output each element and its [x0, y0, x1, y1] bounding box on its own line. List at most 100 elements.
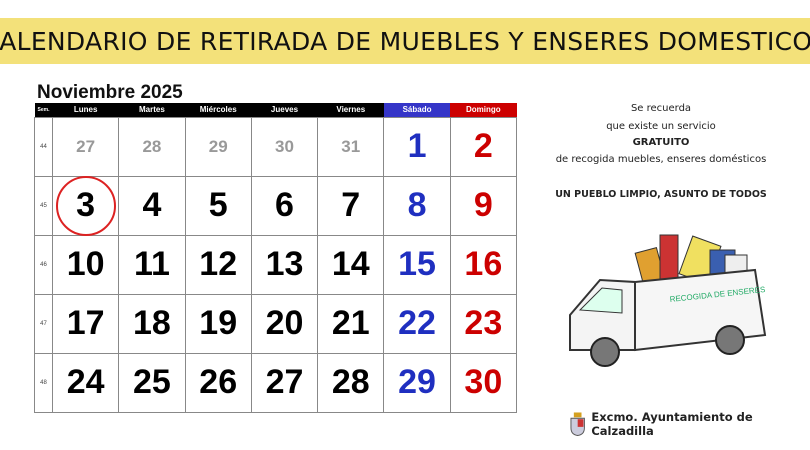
date-number: 28	[331, 363, 370, 401]
date-cell: 19	[184, 293, 252, 354]
date-number: 15	[398, 245, 436, 283]
date-number: 12	[199, 245, 238, 283]
slogan: UN PUEBLO LIMPIO, ASUNTO DE TODOS	[555, 189, 767, 200]
date-cell: 30	[250, 116, 319, 177]
date-cell: 28	[317, 352, 385, 413]
date-cell: 8	[383, 175, 451, 236]
date-number: 16	[464, 245, 503, 283]
week-row: 47 17 18 19 20 21 22 23	[34, 293, 518, 354]
date-number: 14	[331, 245, 370, 283]
date-cell: 27	[51, 116, 120, 177]
date-cell: 12	[184, 234, 252, 295]
date-number: 24	[66, 363, 105, 401]
date-cell: 18	[118, 293, 186, 354]
date-cell: 7	[317, 175, 385, 236]
calendar-grid: Sem. Lunes Martes Miércoles Jueves Viernes Sáb…	[34, 103, 518, 413]
date-cell: 16	[449, 234, 518, 295]
date-number: 6	[275, 186, 294, 224]
date-number: 30	[275, 136, 294, 156]
week-row: 46 10 11 12 13 14 15 16	[34, 234, 518, 295]
highlight-circle	[55, 175, 116, 236]
date-cell: 9	[449, 175, 518, 236]
date-number: 8	[407, 186, 427, 224]
week-row: 45 3 4 5 6 7 8 9	[34, 175, 518, 236]
date-number: 29	[398, 363, 436, 401]
day-header: Miércoles	[185, 103, 252, 117]
date-number: 4	[142, 186, 162, 224]
date-cell: 24	[51, 352, 120, 413]
date-cell: 5	[184, 175, 252, 236]
date-number: 25	[133, 363, 171, 401]
date-cell: 14	[317, 234, 385, 295]
date-number: 10	[66, 245, 105, 283]
date-number: 29	[208, 136, 228, 156]
day-header: Sábado	[383, 103, 451, 117]
notice-line: GRATUITO	[632, 137, 690, 148]
date-cell: 15	[383, 234, 451, 295]
date-cell: 25	[118, 352, 186, 413]
date-number: 5	[208, 186, 228, 224]
week-number: 46	[34, 234, 53, 295]
date-number: 20	[265, 304, 304, 342]
date-cell: 4	[118, 175, 186, 236]
title-banner: CALENDARIO DE RETIRADA DE MUEBLES Y ENSE…	[0, 18, 810, 64]
date-cell: 17	[51, 293, 120, 354]
date-cell: 11	[118, 234, 186, 295]
date-number: 27	[265, 363, 304, 401]
date-number: 31	[341, 136, 361, 156]
week-number: 48	[34, 352, 53, 413]
date-cell: 23	[449, 293, 518, 354]
date-cell: 27	[250, 352, 319, 413]
date-cell: 28	[118, 116, 186, 177]
week-number: 47	[34, 293, 53, 354]
date-number: 18	[133, 304, 171, 342]
footer-text: Excmo. Ayuntamiento de Calzadilla	[591, 410, 753, 438]
date-number: 11	[133, 245, 170, 283]
date-cell: 10	[51, 234, 120, 295]
date-number: 30	[464, 363, 503, 401]
date-cell: 22	[383, 293, 451, 354]
date-cell: 2	[449, 116, 518, 177]
day-header: Jueves	[251, 103, 318, 117]
notice-line: de recogida muebles, enseres domésticos	[555, 154, 767, 165]
date-number: 1	[407, 127, 427, 165]
date-cell: 21	[317, 293, 385, 354]
calendar-month: Noviembre 2025	[37, 82, 183, 103]
notice-line: Se recuerda	[630, 103, 692, 114]
day-header: Lunes	[52, 103, 119, 117]
date-cell: 26	[184, 352, 252, 413]
date-number: 23	[464, 304, 503, 342]
date-cell: 6	[250, 175, 319, 236]
coat-of-arms-icon	[570, 412, 585, 437]
day-header: Viernes	[317, 103, 384, 117]
week-row: 44 27 28 29 30 31 1 2	[34, 116, 518, 177]
footer: Excmo. Ayuntamiento de Calzadilla	[570, 410, 810, 438]
date-number: 2	[473, 127, 493, 165]
week-header: Sem.	[34, 103, 53, 117]
notice-line: que existe un servicio	[606, 121, 716, 132]
date-cell: 30	[449, 352, 518, 413]
date-number: 7	[341, 186, 361, 224]
week-number: 44	[34, 116, 53, 177]
truck-illustration: RECOGIDA DE ENSERES	[569, 234, 767, 367]
day-header: Domingo	[450, 103, 517, 117]
date-number: 13	[265, 245, 304, 283]
date-number: 28	[142, 136, 162, 156]
date-number: 27	[76, 136, 96, 156]
date-cell: 29	[184, 116, 252, 177]
date-cell: 1	[383, 116, 451, 177]
week-row: 48 24 25 26 27 28 29 30	[34, 352, 518, 413]
date-cell: 13	[250, 234, 319, 295]
week-number: 45	[34, 175, 53, 236]
date-number: 19	[199, 304, 238, 342]
day-header: Martes	[118, 103, 186, 117]
date-cell: 29	[383, 352, 451, 413]
date-number: 21	[331, 304, 370, 342]
date-number: 26	[199, 363, 238, 401]
date-cell: 3	[51, 175, 120, 236]
date-cell: 31	[317, 116, 385, 177]
date-cell: 20	[250, 293, 319, 354]
date-number: 17	[66, 304, 105, 342]
date-number: 22	[398, 304, 436, 342]
date-number: 9	[473, 186, 493, 224]
